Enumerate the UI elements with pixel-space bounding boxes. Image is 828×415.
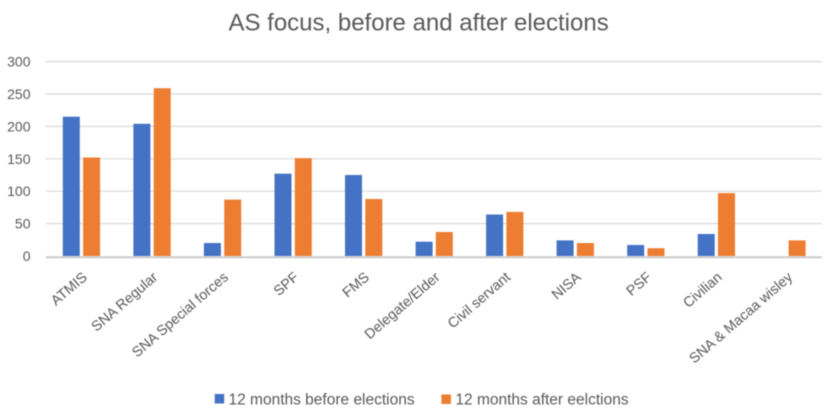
svg-text:12 months before elections: 12 months before elections <box>229 392 415 409</box>
svg-text:150: 150 <box>7 151 31 167</box>
svg-text:250: 250 <box>7 86 31 102</box>
svg-text:50: 50 <box>15 216 31 232</box>
svg-text:0: 0 <box>23 248 31 264</box>
svg-text:200: 200 <box>7 118 31 134</box>
svg-text:300: 300 <box>7 54 31 70</box>
svg-text:100: 100 <box>7 183 31 199</box>
svg-text:12 months after eelctions: 12 months after eelctions <box>455 392 628 409</box>
svg-text:AS focus, before and after ele: AS focus, before and after elections <box>228 10 608 37</box>
